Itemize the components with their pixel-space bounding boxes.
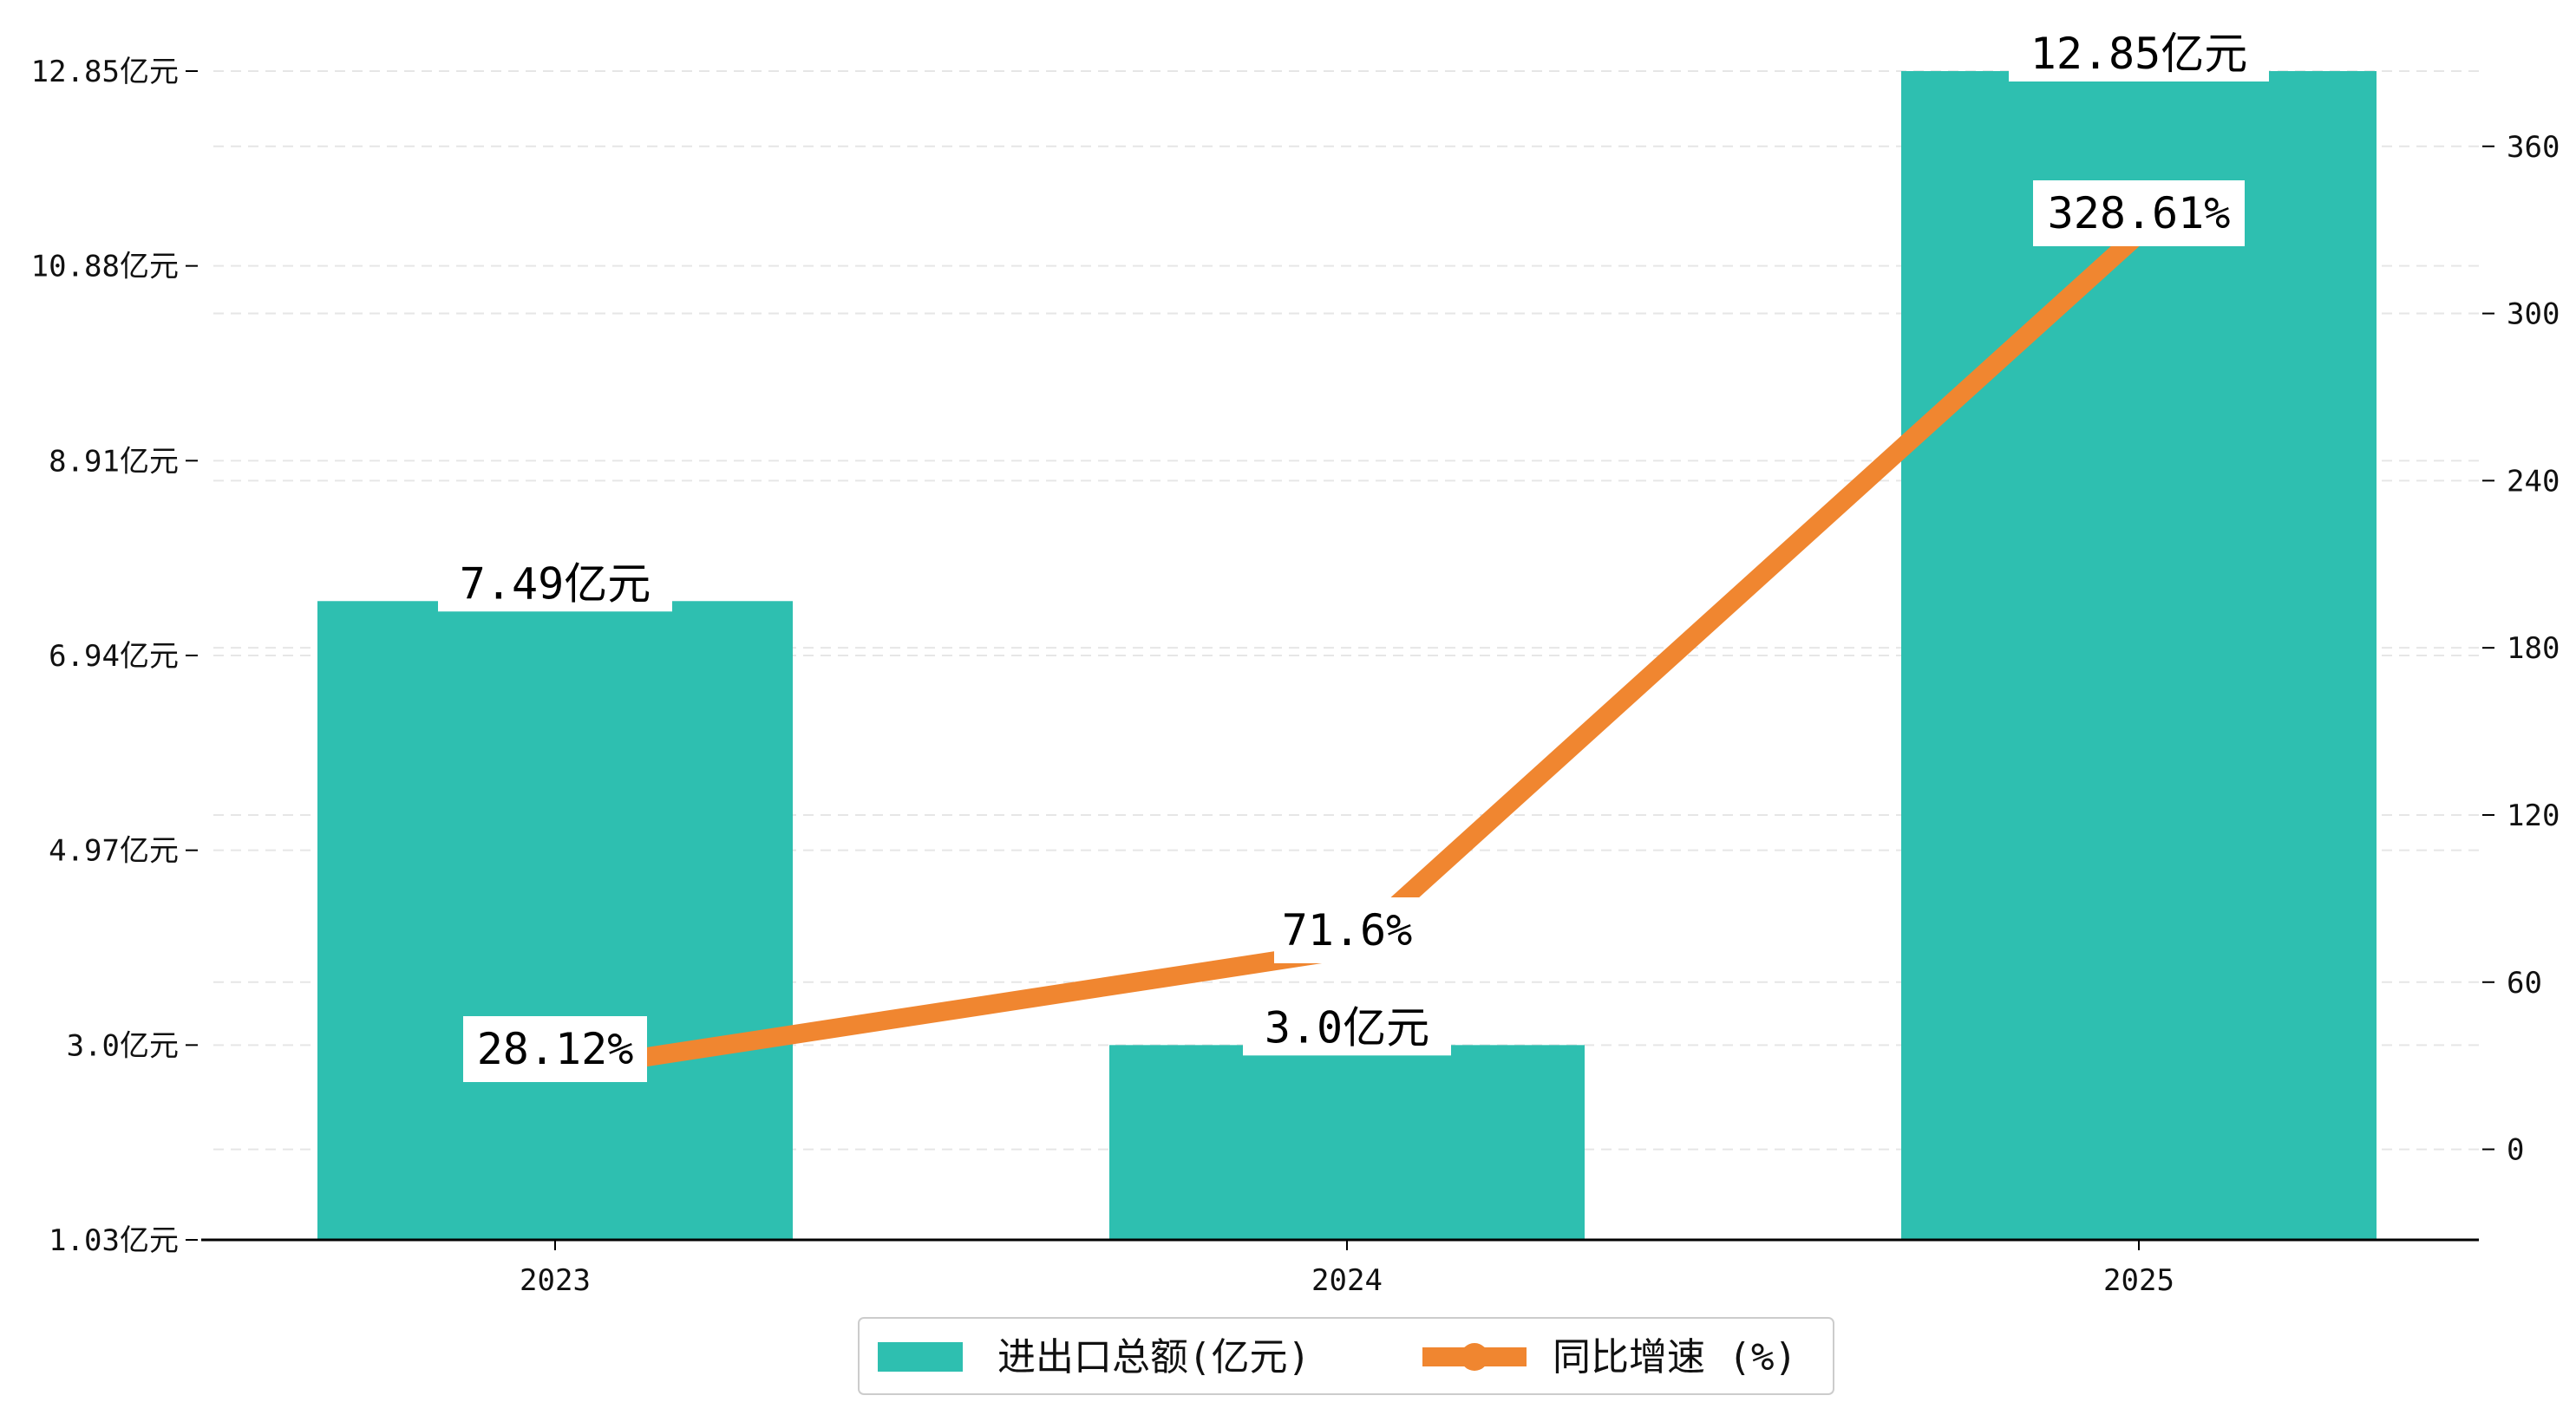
x-tick-label-2023: 2023 (520, 1263, 591, 1298)
left-y-tick-label-2: 4.97亿元 (49, 834, 179, 869)
left-y-tick-label-3: 6.94亿元 (49, 639, 179, 674)
line-label-bg-2023 (463, 1016, 647, 1082)
legend-marker-line (1461, 1343, 1488, 1371)
bar-label-2023: 7.49亿元 (460, 558, 651, 609)
data-labels: 7.49亿元 3.0亿元 12.85亿元 28.12% 71.6% 328.61% (438, 26, 2269, 1082)
legend-swatch-bar (878, 1342, 963, 1372)
bar-label-bg-2025 (2009, 26, 2269, 82)
right-y-tick-label-3: 180 (2507, 631, 2560, 666)
x-tick-label-2024: 2024 (1311, 1263, 1383, 1298)
left-y-tick-label-4: 8.91亿元 (49, 444, 179, 479)
legend-box (858, 1317, 1834, 1395)
line-label-2023: 28.12% (477, 1024, 634, 1074)
line-label-2024: 71.6% (1282, 905, 1413, 955)
left-y-tick-label-0: 1.03亿元 (49, 1223, 179, 1258)
legend-label-line: 同比增速 (%) (1553, 1335, 1797, 1379)
right-y-tick-label-2: 120 (2507, 799, 2560, 833)
bar-label-bg-2023 (438, 556, 672, 612)
right-y-tick-label-6: 360 (2507, 130, 2560, 165)
right-y-tick-label-0: 0 (2507, 1133, 2524, 1168)
left-y-tick-label-5: 10.88亿元 (31, 250, 179, 284)
legend-label-bar: 进出口总额(亿元) (997, 1335, 1311, 1379)
bar-2024 (1109, 1045, 1585, 1240)
right-y-tick-label-1: 60 (2507, 966, 2542, 1001)
bar-series (317, 71, 2377, 1240)
line-label-bg-2025 (2033, 180, 2245, 246)
left-y-tick-label-1: 3.0亿元 (67, 1028, 179, 1063)
legend: 进出口总额(亿元) 同比增速 (%) (858, 1317, 1834, 1395)
bar-label-bg-2024 (1243, 1000, 1451, 1056)
left-y-tick-label-6: 12.85亿元 (31, 55, 179, 89)
bar-2023 (317, 601, 793, 1240)
line-label-2025: 328.61% (2048, 188, 2231, 238)
right-y-tick-label-5: 300 (2507, 297, 2560, 332)
line-label-bg-2024 (1274, 897, 1420, 963)
bar-label-2025: 12.85亿元 (2030, 29, 2248, 79)
right-y-tick-label-4: 240 (2507, 464, 2560, 499)
bar-label-2024: 3.0亿元 (1265, 1002, 1429, 1053)
bar-2025 (1901, 71, 2377, 1240)
axes: 2023 2024 2025 1.03亿元 3.0亿元 4.97亿元 6.94亿元 8.91亿… (31, 55, 2560, 1298)
x-tick-label-2025: 2025 (2103, 1263, 2174, 1298)
